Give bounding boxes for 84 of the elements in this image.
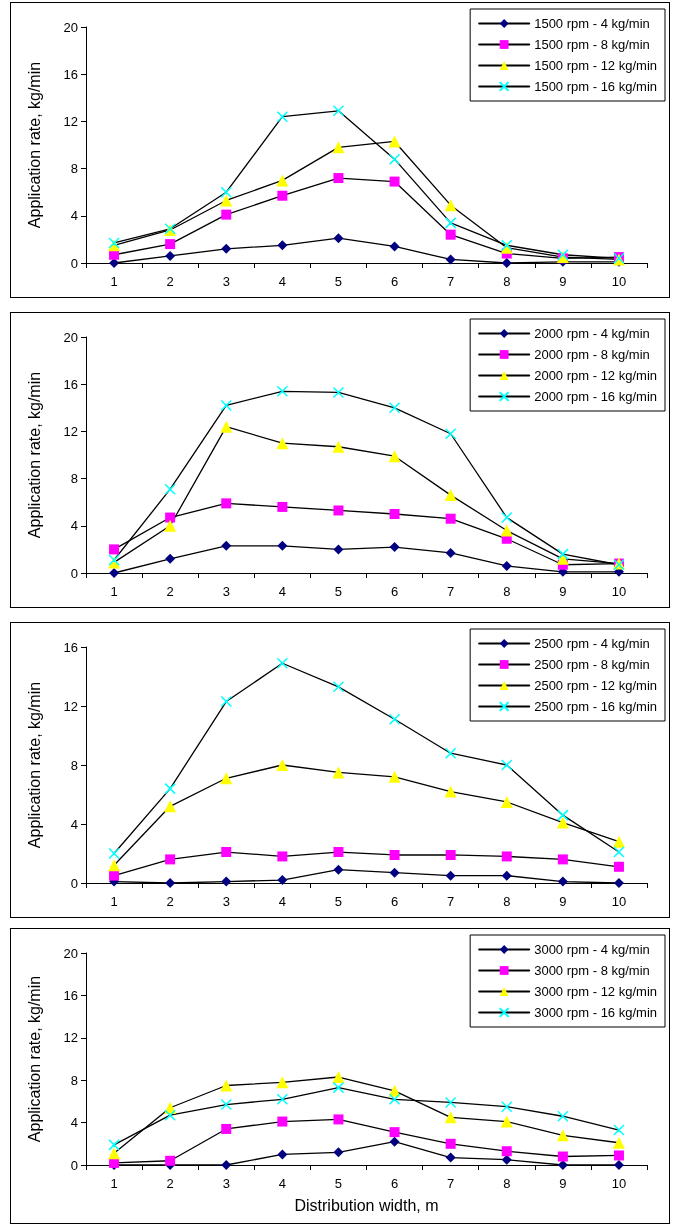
x-tick-label: 8 — [503, 1176, 511, 1191]
x-tick-label: 1 — [110, 894, 118, 909]
y-tick-label: 8 — [70, 1072, 78, 1088]
x-tick-label: 8 — [503, 274, 511, 289]
legend-label: 1500 rpm - 8 kg/min — [534, 37, 650, 52]
y-tick-label: 12 — [63, 698, 78, 714]
x-tick-label: 6 — [390, 584, 399, 599]
y-tick-label: 0 — [70, 1157, 78, 1173]
x-tick-label: 9 — [559, 1176, 567, 1191]
y-axis-title: Application rate, kg/min — [25, 975, 43, 1143]
x-tick-label: 4 — [278, 274, 286, 289]
x-tick-label: 10 — [611, 1176, 627, 1191]
x-tick-label: 10 — [611, 894, 627, 909]
y-tick-label: 0 — [70, 875, 78, 891]
x-tick-label: 1 — [110, 274, 118, 289]
y-axis-title: Application rate, kg/min — [25, 681, 43, 849]
x-tick-label: 9 — [559, 584, 567, 599]
x-tick-label: 5 — [334, 584, 343, 599]
x-tick-label: 7 — [447, 894, 455, 909]
x-tick-label: 7 — [447, 1176, 455, 1191]
x-tick-label: 4 — [278, 584, 286, 599]
x-tick-label: 4 — [278, 894, 286, 909]
legend-label: 2000 rpm - 4 kg/min — [534, 326, 650, 341]
x-tick-label: 10 — [611, 274, 627, 289]
legend-label: 3000 rpm - 16 kg/min — [534, 1005, 658, 1020]
legend-label: 2000 rpm - 8 kg/min — [534, 347, 650, 362]
x-tick-label: 10 — [611, 584, 627, 599]
y-tick-label: 16 — [63, 376, 78, 392]
y-tick-label: 16 — [63, 987, 78, 1003]
legend-label: 1500 rpm - 16 kg/min — [534, 79, 658, 94]
y-tick-label: 4 — [70, 816, 78, 832]
y-tick-label: 0 — [70, 255, 78, 271]
legend-label: 2500 rpm - 12 kg/min — [534, 678, 658, 693]
y-tick-label: 4 — [70, 518, 78, 534]
x-tick-label: 5 — [334, 274, 343, 289]
legend-label: 2000 rpm - 12 kg/min — [534, 368, 658, 383]
x-axis-title: Distribution width, m — [294, 1196, 439, 1214]
x-tick-label: 7 — [447, 274, 455, 289]
x-tick-label: 2 — [166, 584, 174, 599]
x-tick-label: 1 — [110, 584, 118, 599]
x-tick-label: 3 — [222, 584, 230, 599]
x-tick-label: 3 — [222, 274, 230, 289]
y-tick-label: 12 — [63, 423, 78, 439]
x-tick-label: 3 — [222, 894, 230, 909]
y-tick-label: 20 — [63, 19, 78, 35]
y-axis-title: Application rate, kg/min — [25, 371, 43, 539]
x-tick-label: 9 — [559, 274, 567, 289]
legend-label: 3000 rpm - 8 kg/min — [534, 963, 650, 978]
x-tick-label: 6 — [390, 894, 399, 909]
y-tick-label: 8 — [70, 471, 78, 487]
x-tick-label: 2 — [166, 274, 174, 289]
x-tick-label: 3 — [222, 1176, 230, 1191]
y-tick-label: 0 — [70, 565, 78, 581]
legend-label: 2500 rpm - 8 kg/min — [534, 657, 650, 672]
x-tick-label: 6 — [390, 1176, 399, 1191]
legend-label: 3000 rpm - 12 kg/min — [534, 984, 658, 999]
y-tick-label: 16 — [63, 66, 78, 82]
x-tick-label: 5 — [334, 1176, 343, 1191]
y-tick-label: 16 — [63, 639, 78, 655]
y-tick-label: 20 — [63, 945, 78, 961]
legend-label: 2500 rpm - 16 kg/min — [534, 699, 658, 714]
x-tick-label: 2 — [166, 894, 174, 909]
y-tick-label: 4 — [70, 208, 78, 224]
legend-label: 1500 rpm - 4 kg/min — [534, 16, 650, 31]
y-tick-label: 12 — [63, 1030, 78, 1046]
x-tick-label: 8 — [503, 894, 511, 909]
x-tick-label: 7 — [447, 584, 455, 599]
x-tick-label: 5 — [334, 894, 343, 909]
y-tick-label: 20 — [63, 329, 78, 345]
y-tick-label: 4 — [70, 1115, 78, 1131]
x-tick-label: 6 — [390, 274, 399, 289]
y-tick-label: 8 — [70, 161, 78, 177]
legend-label: 2500 rpm - 4 kg/min — [534, 636, 650, 651]
y-tick-label: 12 — [63, 113, 78, 129]
legend-label: 3000 rpm - 4 kg/min — [534, 942, 650, 957]
x-tick-label: 4 — [278, 1176, 286, 1191]
legend-label: 1500 rpm - 12 kg/min — [534, 58, 658, 73]
legend-label: 2000 rpm - 16 kg/min — [534, 389, 658, 404]
x-tick-label: 1 — [110, 1176, 118, 1191]
y-axis-title: Application rate, kg/min — [25, 61, 43, 229]
x-tick-label: 9 — [559, 894, 567, 909]
y-tick-label: 8 — [70, 757, 78, 773]
x-tick-label: 8 — [503, 584, 511, 599]
x-tick-label: 2 — [166, 1176, 174, 1191]
